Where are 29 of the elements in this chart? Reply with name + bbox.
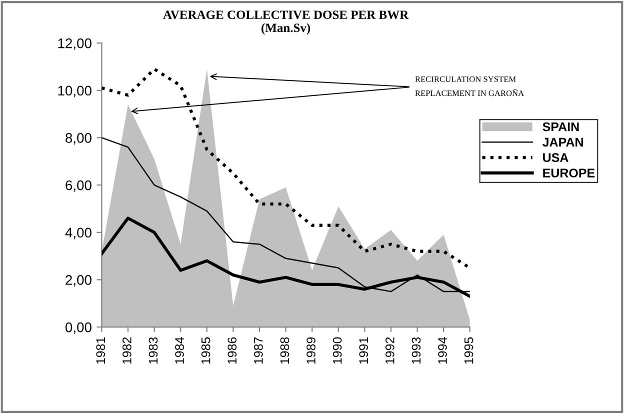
x-tick-label: 1982 bbox=[122, 337, 132, 364]
y-tick-label: 2,00 bbox=[66, 275, 92, 287]
x-tick-label: 1985 bbox=[201, 337, 210, 364]
x-tick-label: 1988 bbox=[280, 337, 290, 364]
y-tick-label: 8,00 bbox=[66, 133, 92, 145]
x-tick-label: 1981 bbox=[96, 337, 106, 364]
x-tick-label: 1994 bbox=[438, 337, 447, 364]
x-tick-label: 1992 bbox=[385, 337, 394, 364]
legend-label: JAPAN bbox=[542, 138, 583, 147]
x-tick-label: 1986 bbox=[228, 337, 237, 364]
x-tick-label: 1989 bbox=[306, 337, 316, 364]
annotation: REPLACEMENT IN GAROÑA bbox=[415, 89, 524, 96]
y-tick-label: 4,00 bbox=[65, 228, 92, 240]
legend-label: USA bbox=[543, 153, 568, 162]
y-tick-label: 10,00 bbox=[58, 86, 92, 98]
x-tick-label: 1995 bbox=[464, 337, 474, 364]
x-tick-label: 1984 bbox=[175, 337, 184, 364]
legend-label: SPAIN bbox=[542, 122, 579, 132]
chart-title: AVERAGE COLLECTIVE DOSE PER BWR (Man.Sv) bbox=[163, 10, 409, 35]
y-tick-label: 0,00 bbox=[66, 322, 92, 334]
x-tick-label: 1993 bbox=[412, 337, 421, 364]
legend-label: EUROPE bbox=[543, 168, 595, 178]
x-tick-label: 1990 bbox=[332, 337, 342, 364]
x-tick-label: 1987 bbox=[254, 337, 263, 364]
annotation: RECIRCULATION SYSTEM bbox=[415, 76, 516, 82]
x-tick-label: 1991 bbox=[359, 337, 368, 364]
x-tick-label: 1983 bbox=[148, 337, 158, 364]
y-tick-label: 12,00 bbox=[58, 38, 92, 50]
y-tick-label: 6,00 bbox=[66, 180, 92, 192]
